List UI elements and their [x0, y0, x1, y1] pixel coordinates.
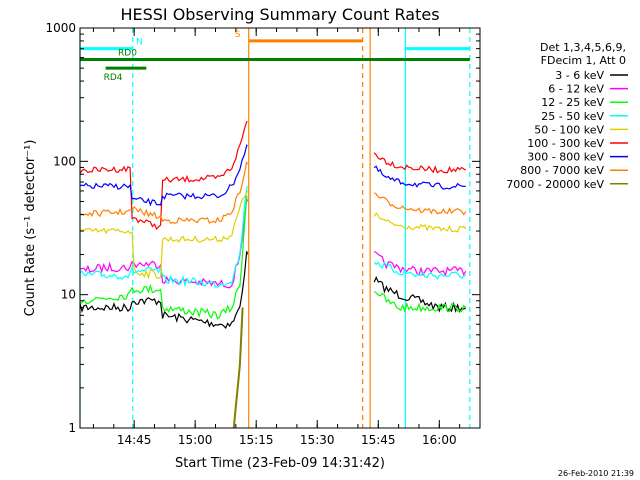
y-tick-label: 1000: [45, 21, 76, 35]
series-line-8: [232, 307, 244, 429]
legend-entry-label: 25 - 50 keV: [541, 110, 604, 123]
legend-entry-label: 800 - 7000 keV: [520, 164, 604, 177]
y-tick-label: 10: [61, 288, 76, 302]
legend-entry-label: 100 - 300 keV: [527, 137, 604, 150]
legend-entry-label: 3 - 6 keV: [555, 69, 604, 82]
footer-timestamp: 26-Feb-2010 21:39: [558, 469, 634, 478]
series-line-1: [79, 198, 467, 289]
series-line-2: [79, 195, 467, 320]
legend-entry-label: 6 - 12 keV: [548, 83, 604, 96]
series-line-5: [79, 120, 467, 230]
x-tick-label: 16:00: [422, 433, 457, 447]
x-tick-label: 15:45: [361, 433, 396, 447]
plot-area: N S RD0 RD4: [79, 28, 471, 429]
legend: Det 1,3,4,5,6,9, FDecim 1, Att 0 3 - 6 k…: [506, 41, 628, 191]
x-tick-label: 15:30: [300, 433, 335, 447]
legend-header-line-2: FDecim 1, Att 0: [541, 54, 626, 67]
legend-header-line-1: Det 1,3,4,5,6,9,: [540, 41, 626, 54]
plot-frame: [79, 27, 481, 429]
annotation-label-rd4: RD4: [104, 73, 123, 83]
legend-entry-label: 300 - 800 keV: [527, 151, 604, 164]
legend-entry-label: 7000 - 20000 keV: [506, 178, 604, 191]
legend-entry-label: 12 - 25 keV: [541, 96, 604, 109]
chart-title: HESSI Observing Summary Count Rates: [120, 5, 439, 24]
annotation-label-rd0: RD0: [118, 49, 137, 59]
series-line-6: [79, 144, 466, 207]
axes: 14:45 15:00 15:15 15:30 15:45 16:00 1 10 100 1000: [45, 21, 481, 447]
legend-entry-label: 50 - 100 keV: [534, 123, 604, 136]
x-tick-label: 14:45: [117, 433, 152, 447]
series-line-0: [79, 251, 467, 329]
annotation-label-n: N: [136, 38, 143, 48]
annotation-label-s: S: [235, 30, 241, 40]
y-tick-label: 100: [53, 154, 76, 168]
x-tick-label: 15:00: [178, 433, 213, 447]
series-line-3: [79, 186, 467, 288]
series-line-4: [79, 190, 467, 280]
y-tick-label: 1: [68, 421, 76, 435]
x-tick-label: 15:15: [239, 433, 274, 447]
y-axis-label: Count Rate (s⁻¹ detector⁻¹): [23, 140, 38, 317]
series-line-7: [79, 161, 467, 225]
x-axis-label: Start Time (23-Feb-09 14:31:42): [175, 456, 385, 471]
